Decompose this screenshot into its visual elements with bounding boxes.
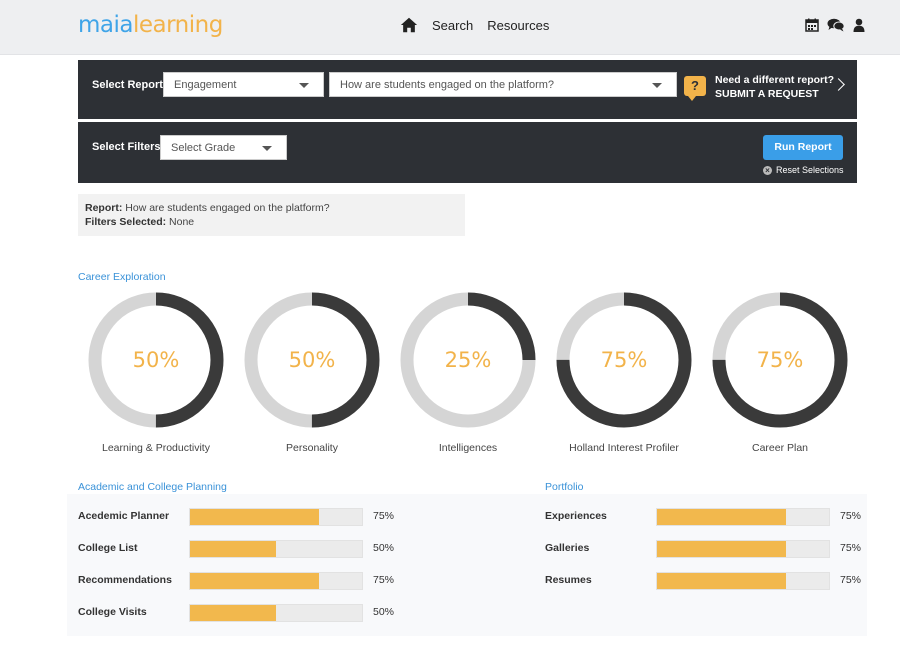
progress-track [189,508,363,526]
donut-arc [400,292,536,428]
progress-fill [190,509,319,525]
bar-value: 75% [373,510,395,522]
header-actions [805,18,865,32]
logo-text-learning: learning [132,12,223,38]
chevron-down-icon [262,146,272,151]
report-type-value: Engagement [174,79,237,91]
grade-select-placeholder: Select Grade [171,142,236,154]
progress-fill [657,509,786,525]
donut-chart [88,292,224,428]
progress-bars-panel: Acedemic Planner 75% College List 50% Re… [67,494,867,636]
donut-arc [556,292,692,428]
chevron-down-icon [299,83,309,88]
donut-percent: 50% [288,348,336,372]
donut-label: Personality [286,442,338,454]
user-icon[interactable] [853,18,865,32]
progress-track [656,572,830,590]
progress-fill [657,541,786,557]
donut-chart [556,292,692,428]
donut-percent: 75% [756,348,804,372]
donut-percent: 75% [600,348,648,372]
bar-label: Recommendations [78,574,172,586]
progress-fill [190,605,276,621]
submit-request-link[interactable]: Need a different report? SUBMIT A REQUES… [715,73,834,101]
donut-personality[interactable]: 50% Personality [242,290,382,454]
report-summary: Report: How are students engaged on the … [78,194,465,236]
nav-search[interactable]: Search [432,17,474,33]
bar-value: 50% [373,542,395,554]
bar-value: 75% [840,542,862,554]
run-report-button[interactable]: Run Report [763,135,843,160]
summary-filters-line: Filters Selected: None [85,215,458,229]
donut-arc [712,292,848,428]
report-type-select[interactable]: Engagement [163,72,324,97]
donut-chart [244,292,380,428]
calendar-icon[interactable] [805,18,819,32]
reset-selections-link[interactable]: × Reset Selections [763,165,844,175]
donut-intelligences[interactable]: 25% Intelligences [398,290,538,454]
progress-track [189,540,363,558]
bar-label: Acedemic Planner [78,510,170,522]
donut-learning-productivity[interactable]: 50% Learning & Productivity [86,290,226,454]
summary-report-line: Report: How are students engaged on the … [85,201,458,215]
portfolio-title: Portfolio [545,481,584,493]
donut-chart [400,292,536,428]
chevron-down-icon [652,83,662,88]
select-report-label: Select Report: [92,79,167,91]
progress-fill [190,573,319,589]
donut-label: Intelligences [438,442,498,454]
grade-select[interactable]: Select Grade [160,135,287,160]
donut-label: Career Plan [751,442,809,454]
top-navigation-bar: maialearning Search Resources [0,0,900,55]
select-filters-label: Select Filters: [92,141,165,153]
donut-chart [712,292,848,428]
donut-arc [88,292,224,428]
report-question-select[interactable]: How are students engaged on the platform… [329,72,677,97]
progress-fill [190,541,276,557]
summary-report-value: How are students engaged on the platform… [125,202,330,214]
summary-filters-label: Filters Selected: [85,216,167,228]
report-selection-bar: Select Report: Engagement How are studen… [78,60,857,119]
reset-selections-label: Reset Selections [776,165,844,175]
donut-arc [244,292,380,428]
donut-career-plan[interactable]: 75% Career Plan [710,290,850,454]
messages-icon[interactable] [827,18,845,32]
logo-text-maia: maia [78,12,133,38]
bar-value: 50% [373,606,395,618]
question-bubble-icon[interactable]: ? [684,76,706,101]
maialearning-logo[interactable]: maialearning [78,12,223,38]
chevron-right-icon[interactable] [832,78,845,91]
bar-value: 75% [840,574,862,586]
donut-percent: 50% [132,348,180,372]
summary-report-label: Report: [85,202,123,214]
report-question-value: How are students engaged on the platform… [340,79,555,91]
career-exploration-title: Career Exploration [78,271,166,283]
nav-resources[interactable]: Resources [487,17,550,33]
academic-planning-title: Academic and College Planning [78,481,227,493]
progress-track [189,604,363,622]
request-line-2: SUBMIT A REQUEST [715,88,819,100]
progress-track [189,572,363,590]
bar-label: Galleries [545,542,590,554]
progress-track [656,508,830,526]
bar-label: Experiences [545,510,607,522]
progress-track [656,540,830,558]
bar-label: College List [78,542,138,554]
bar-label: Resumes [545,574,592,586]
close-circle-icon: × [763,165,772,175]
main-nav: Search Resources [400,16,549,34]
bar-label: College Visits [78,606,147,618]
filter-bar: Select Filters: Select Grade Run Report … [78,122,857,183]
bar-value: 75% [840,510,862,522]
bar-value: 75% [373,574,395,586]
donut-percent: 25% [444,348,492,372]
donut-holland-interest-profiler[interactable]: 75% Holland Interest Profiler [554,290,694,454]
request-line-1: Need a different report? [715,74,835,86]
donut-label: Learning & Productivity [102,442,210,454]
progress-fill [657,573,786,589]
summary-filters-value: None [169,216,195,228]
home-icon[interactable] [400,16,418,34]
donut-label: Holland Interest Profiler [569,442,679,454]
